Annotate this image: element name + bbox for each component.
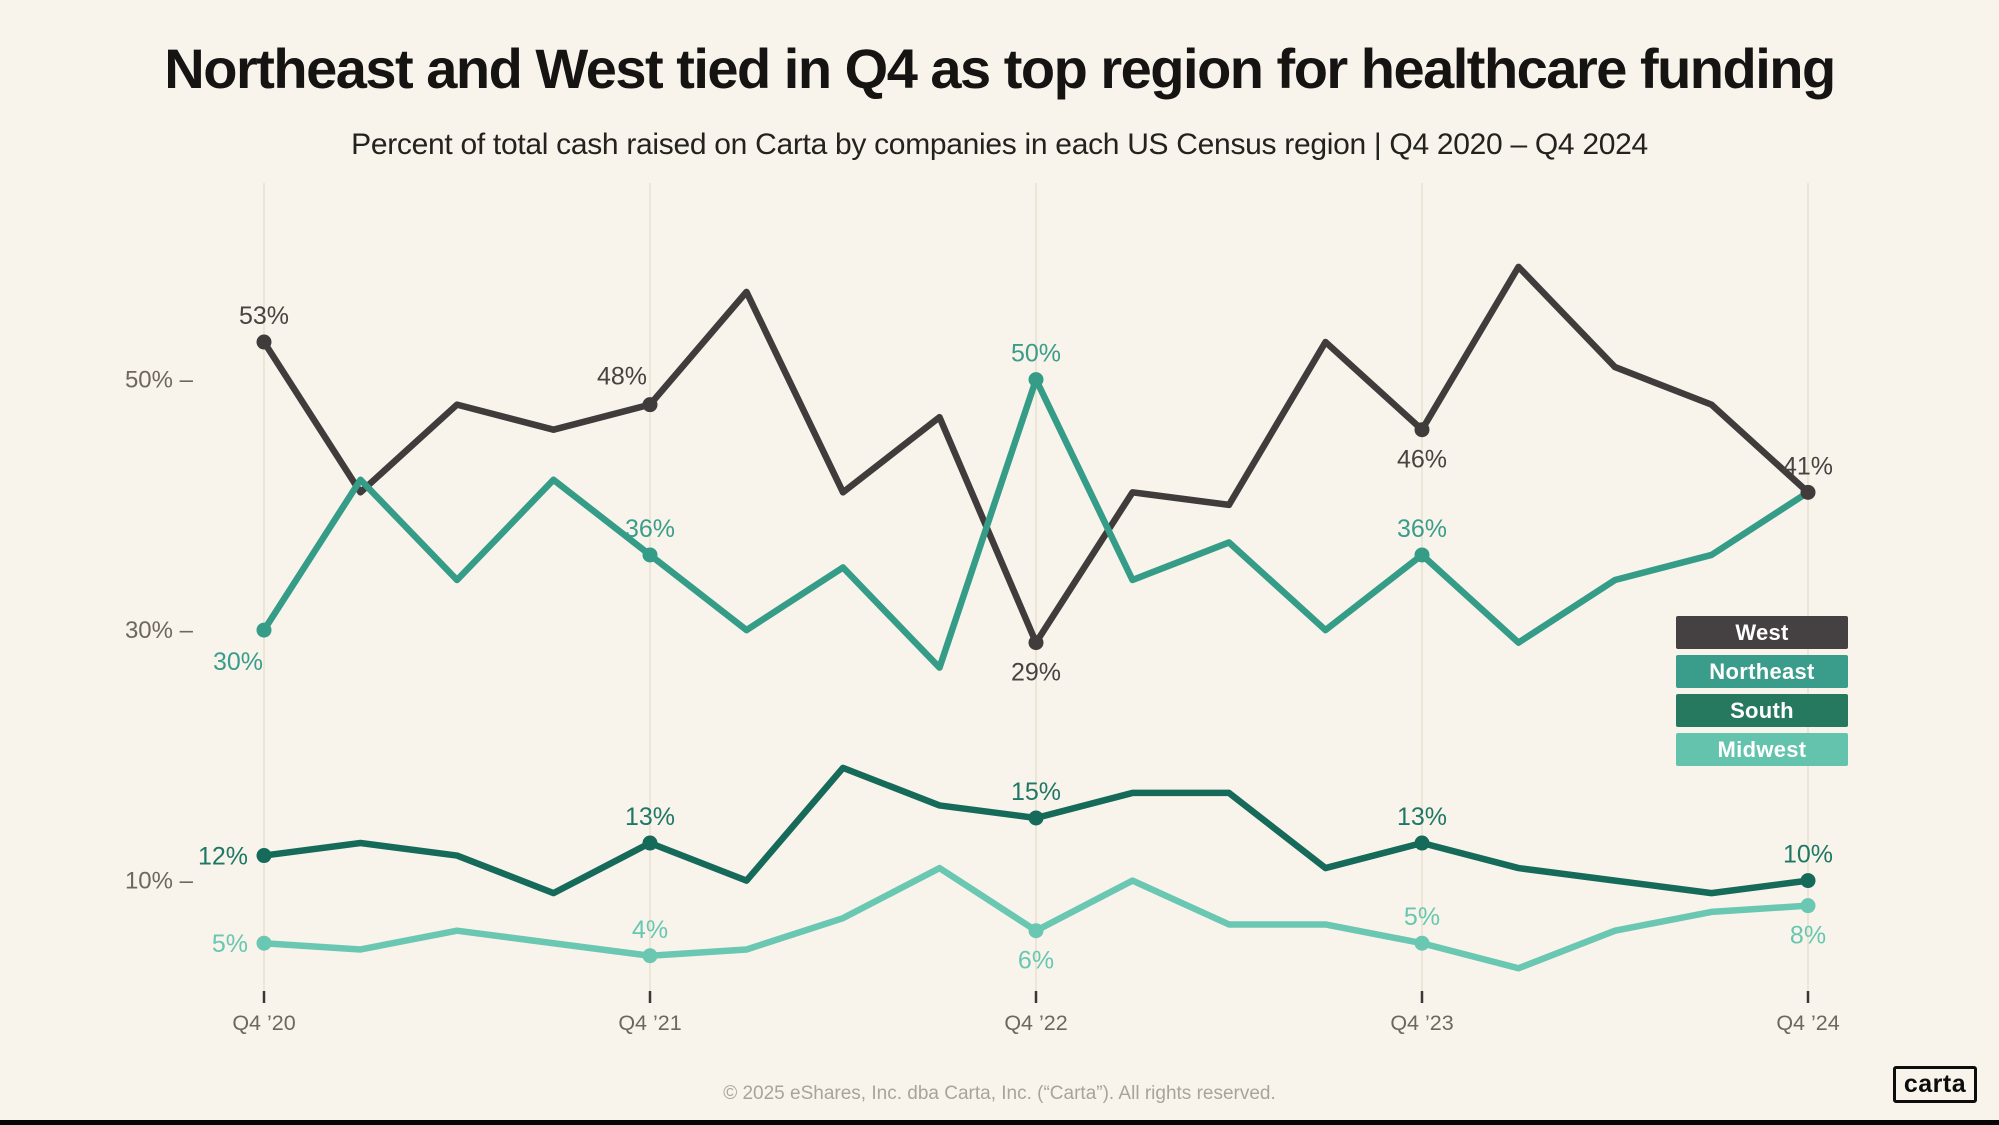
data-point-northeast — [642, 547, 658, 563]
data-point-label: 13% — [625, 803, 675, 831]
data-point-midwest — [1414, 935, 1430, 951]
x-axis-tick-label: Q4 ’20 — [232, 1011, 295, 1035]
data-point-label: 5% — [1404, 903, 1440, 931]
x-axis-tick-label: Q4 ’24 — [1776, 1011, 1839, 1035]
data-point-midwest — [642, 948, 658, 964]
data-point-label: 15% — [1011, 778, 1061, 806]
y-axis-tick-label: 50% – — [125, 367, 194, 394]
data-point-label: 30% — [213, 648, 263, 676]
copyright-footer: © 2025 eShares, Inc. dba Carta, Inc. (“C… — [723, 1083, 1276, 1104]
data-point-label: 48% — [597, 363, 647, 391]
data-point-label: 53% — [239, 302, 289, 330]
bottom-edge-bar — [0, 1120, 1999, 1125]
data-point-northeast — [1414, 547, 1430, 563]
data-point-south — [642, 835, 658, 851]
data-point-label: 29% — [1011, 659, 1061, 687]
y-axis-tick-label: 10% – — [125, 868, 194, 895]
legend-chip-west: West — [1676, 616, 1848, 649]
data-point-label: 41% — [1783, 452, 1833, 480]
data-point-label: 36% — [1397, 515, 1447, 543]
chart-subtitle: Percent of total cash raised on Carta by… — [351, 128, 1648, 161]
data-point-west — [256, 334, 272, 350]
legend-chip-south: South — [1676, 694, 1848, 727]
data-point-west — [1800, 484, 1816, 500]
data-point-midwest — [1028, 923, 1044, 939]
data-point-label: 5% — [212, 930, 248, 958]
data-point-label: 10% — [1783, 841, 1833, 869]
data-point-west — [1414, 422, 1430, 438]
data-point-label: 50% — [1011, 340, 1061, 368]
y-axis-tick-label: 30% – — [125, 617, 194, 644]
data-point-label: 8% — [1790, 922, 1826, 950]
data-point-label: 36% — [625, 515, 675, 543]
data-point-label: 6% — [1018, 947, 1054, 975]
chart-title: Northeast and West tied in Q4 as top reg… — [164, 37, 1836, 100]
data-point-label: 13% — [1397, 803, 1447, 831]
data-point-northeast — [256, 622, 272, 638]
data-point-northeast — [1028, 372, 1044, 388]
data-point-south — [256, 848, 272, 864]
data-point-south — [1028, 810, 1044, 826]
data-point-midwest — [1800, 898, 1816, 914]
x-axis-tick-label: Q4 ’22 — [1004, 1011, 1067, 1035]
carta-logo: carta — [1893, 1066, 1977, 1103]
x-axis-tick-label: Q4 ’23 — [1390, 1011, 1453, 1035]
x-axis-tick-label: Q4 ’21 — [618, 1011, 681, 1035]
legend: West Northeast South Midwest — [1676, 616, 1848, 772]
legend-chip-midwest: Midwest — [1676, 733, 1848, 766]
data-point-label: 12% — [198, 843, 248, 871]
data-point-west — [1028, 635, 1044, 651]
data-point-midwest — [256, 935, 272, 951]
data-point-label: 4% — [632, 916, 668, 944]
legend-chip-northeast: Northeast — [1676, 655, 1848, 688]
data-point-label: 46% — [1397, 446, 1447, 474]
data-point-south — [1414, 835, 1430, 851]
data-point-south — [1800, 873, 1816, 889]
data-point-west — [642, 397, 658, 413]
